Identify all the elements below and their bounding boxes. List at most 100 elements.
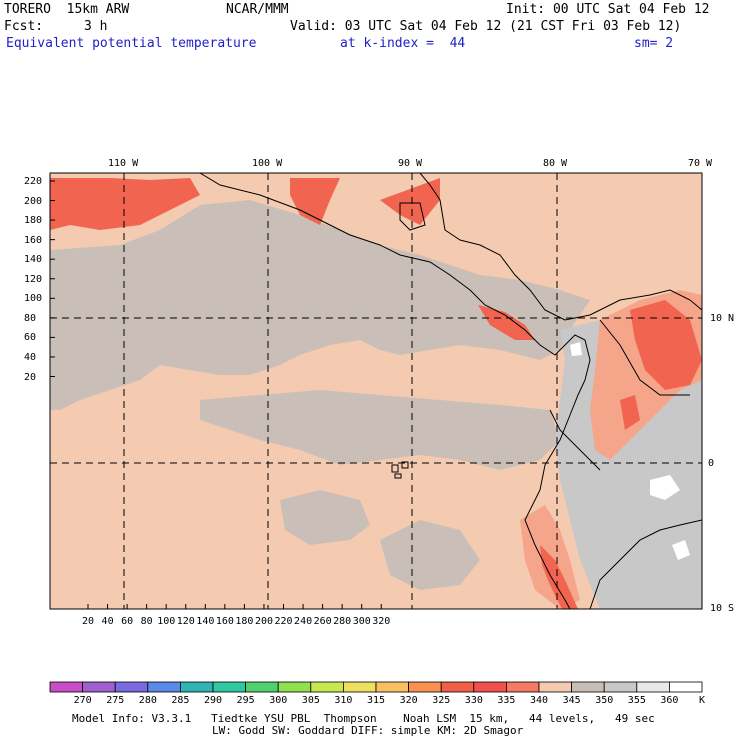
legend-level-label: 285 xyxy=(171,695,190,706)
x-tick-label: 320 xyxy=(372,616,391,627)
red-region-colombia xyxy=(630,300,702,390)
y-tick-label: 160 xyxy=(24,234,43,246)
graticule xyxy=(50,173,702,609)
y-tick-label: 40 xyxy=(24,351,37,363)
legend-level-label: 280 xyxy=(138,695,157,706)
red-region-nw xyxy=(50,178,200,230)
lat-label-0: 0 xyxy=(708,458,715,469)
red-region-peru xyxy=(540,545,578,609)
x-tick-label: 280 xyxy=(333,616,352,627)
init-time: Init: 00 UTC Sat 04 Feb 12 xyxy=(506,2,710,17)
theta-e-field xyxy=(50,173,702,609)
valid-time: Valid: 03 UTC Sat 04 Feb 12 (21 CST Fri … xyxy=(290,19,682,34)
legend-color-box xyxy=(114,681,149,693)
legend-level-label: 330 xyxy=(464,695,483,706)
x-tick-label: 220 xyxy=(274,616,293,627)
x-tick-label: 120 xyxy=(176,616,195,627)
legend-color-box xyxy=(245,681,279,693)
x-tick-label: 40 xyxy=(101,616,114,627)
y-tick-label: 220 xyxy=(24,176,43,187)
legend-level-label: 275 xyxy=(106,695,125,706)
legend-color-box xyxy=(408,681,442,693)
x-tick-label: 60 xyxy=(121,616,134,627)
y-tick-label: 200 xyxy=(24,195,43,207)
legend-level-label: 325 xyxy=(432,695,451,706)
legend-color-box xyxy=(49,681,83,693)
level-info: at k-index = 44 xyxy=(340,36,466,51)
y-tick-label: 100 xyxy=(24,293,43,305)
lon-label-70w: 70 W xyxy=(688,158,713,169)
center-name: NCAR/MMM xyxy=(226,2,289,17)
legend-color-box xyxy=(603,681,638,693)
legend-color-box xyxy=(147,681,181,693)
x-tick-label: 160 xyxy=(215,616,234,627)
legend-color-box xyxy=(505,681,540,693)
y-tick-label: 180 xyxy=(24,215,43,227)
model-name: TORERO 15km ARW xyxy=(4,2,130,17)
physics-info: LW: Godd SW: Goddard DIFF: simple KM: 2D… xyxy=(212,724,524,737)
legend-color-box xyxy=(473,681,507,693)
galapagos-islands xyxy=(391,461,409,479)
legend-color-box xyxy=(212,681,246,693)
x-tick-label: 20 xyxy=(82,616,95,627)
red-region-mexico xyxy=(290,178,340,225)
smoothing-info: sm= 2 xyxy=(634,36,674,51)
legend-level-label: 305 xyxy=(301,695,320,706)
legend-level-label: 270 xyxy=(73,695,92,706)
x-tick-label: 200 xyxy=(254,616,273,627)
x-tick-label: 240 xyxy=(294,616,313,627)
lon-label-80w: 80 W xyxy=(543,158,568,169)
white-patch-2 xyxy=(672,540,690,560)
lat-label-10n: 10 N xyxy=(710,313,735,324)
legend-level-label: 350 xyxy=(595,695,614,706)
legend-color-box xyxy=(310,681,344,693)
lon-label-110w: 110 W xyxy=(108,158,139,169)
legend-color-box xyxy=(440,681,475,693)
tick-marks xyxy=(50,180,382,609)
gray-region-pacific-upper xyxy=(60,250,180,310)
y-tick-label: 120 xyxy=(24,273,43,285)
white-patch-3 xyxy=(570,342,582,356)
x-tick-label: 180 xyxy=(235,616,254,627)
legend-color-box xyxy=(82,681,116,693)
lat-label-10s: 10 S xyxy=(710,603,735,614)
legend-color-box xyxy=(277,681,312,693)
legend-color-box xyxy=(636,681,670,693)
legend-color-box xyxy=(342,681,377,693)
legend-color-box xyxy=(375,681,409,693)
plot-frame xyxy=(49,172,703,610)
x-tick-label: 100 xyxy=(157,616,176,627)
gray-region-east xyxy=(200,390,560,470)
legend-level-label: 290 xyxy=(204,695,223,706)
legend-unit: K xyxy=(699,695,706,706)
forecast-label: Fcst: xyxy=(4,19,44,34)
legend-color-box xyxy=(571,681,605,693)
y-tick-label: 60 xyxy=(24,332,37,344)
lon-label-100w: 100 W xyxy=(252,158,283,169)
x-tick-label: 140 xyxy=(196,616,215,627)
y-tick-label: 20 xyxy=(24,371,37,383)
x-tick-label: 80 xyxy=(140,616,153,627)
legend-level-label: 310 xyxy=(334,695,353,706)
field-name: Equivalent potential temperature xyxy=(6,36,257,51)
y-tick-label: 140 xyxy=(24,254,43,266)
legend-level-label: 295 xyxy=(236,695,255,706)
x-tick-label: 260 xyxy=(313,616,332,627)
y-tick-label: 80 xyxy=(24,312,37,324)
legend-color-box xyxy=(538,681,572,693)
gray-region-south xyxy=(280,490,370,545)
legend-level-label: 315 xyxy=(367,695,386,706)
gray-region-south2 xyxy=(380,520,480,590)
model-info: Model Info: V3.3.1 Tiedtke YSU PBL Thomp… xyxy=(72,712,655,725)
legend-level-label: 335 xyxy=(497,695,516,706)
red-region-andes xyxy=(620,395,640,430)
lon-label-90w: 90 W xyxy=(398,158,423,169)
legend-color-box xyxy=(669,681,703,693)
legend-level-label: 360 xyxy=(660,695,679,706)
legend-level-label: 345 xyxy=(562,695,581,706)
gray-region-pacific xyxy=(50,200,590,410)
legend-level-label: 320 xyxy=(399,695,418,706)
legend-level-label: 355 xyxy=(627,695,646,706)
legend-level-label: 340 xyxy=(530,695,549,706)
